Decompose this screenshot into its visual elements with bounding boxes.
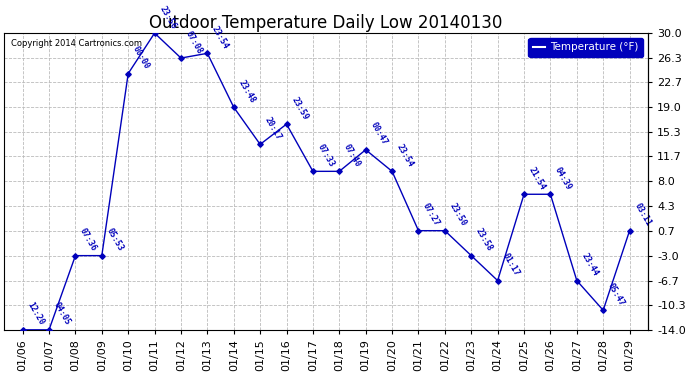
Text: 23:54: 23:54 [210, 24, 230, 51]
Text: 07:40: 07:40 [342, 142, 362, 168]
Text: 20:17: 20:17 [263, 116, 283, 142]
Text: 21:54: 21:54 [526, 165, 547, 192]
Text: 23:54: 23:54 [395, 142, 415, 168]
Text: 04:39: 04:39 [553, 165, 573, 192]
Text: 23:59: 23:59 [289, 95, 310, 122]
Text: 05:47: 05:47 [606, 281, 627, 308]
Text: 04:05: 04:05 [52, 301, 72, 327]
Text: 07:33: 07:33 [316, 142, 336, 168]
Title: Outdoor Temperature Daily Low 20140130: Outdoor Temperature Daily Low 20140130 [150, 13, 503, 32]
Text: Copyright 2014 Cartronics.com: Copyright 2014 Cartronics.com [10, 39, 141, 48]
Text: 00:47: 00:47 [368, 121, 388, 147]
Text: 07:08: 07:08 [184, 29, 204, 55]
Text: 23:50: 23:50 [448, 202, 468, 228]
Text: 12:20: 12:20 [26, 301, 46, 327]
Text: 23:56: 23:56 [157, 4, 177, 30]
Text: 03:11: 03:11 [632, 202, 653, 228]
Text: 05:53: 05:53 [105, 227, 125, 253]
Text: 00:00: 00:00 [131, 45, 151, 71]
Legend: Temperature (°F): Temperature (°F) [529, 38, 643, 57]
Text: 23:58: 23:58 [474, 227, 494, 253]
Text: 23:48: 23:48 [237, 78, 257, 105]
Text: 07:27: 07:27 [422, 202, 442, 228]
Text: 23:44: 23:44 [580, 252, 600, 278]
Text: 01:17: 01:17 [500, 252, 521, 278]
Text: 07:36: 07:36 [78, 227, 99, 253]
